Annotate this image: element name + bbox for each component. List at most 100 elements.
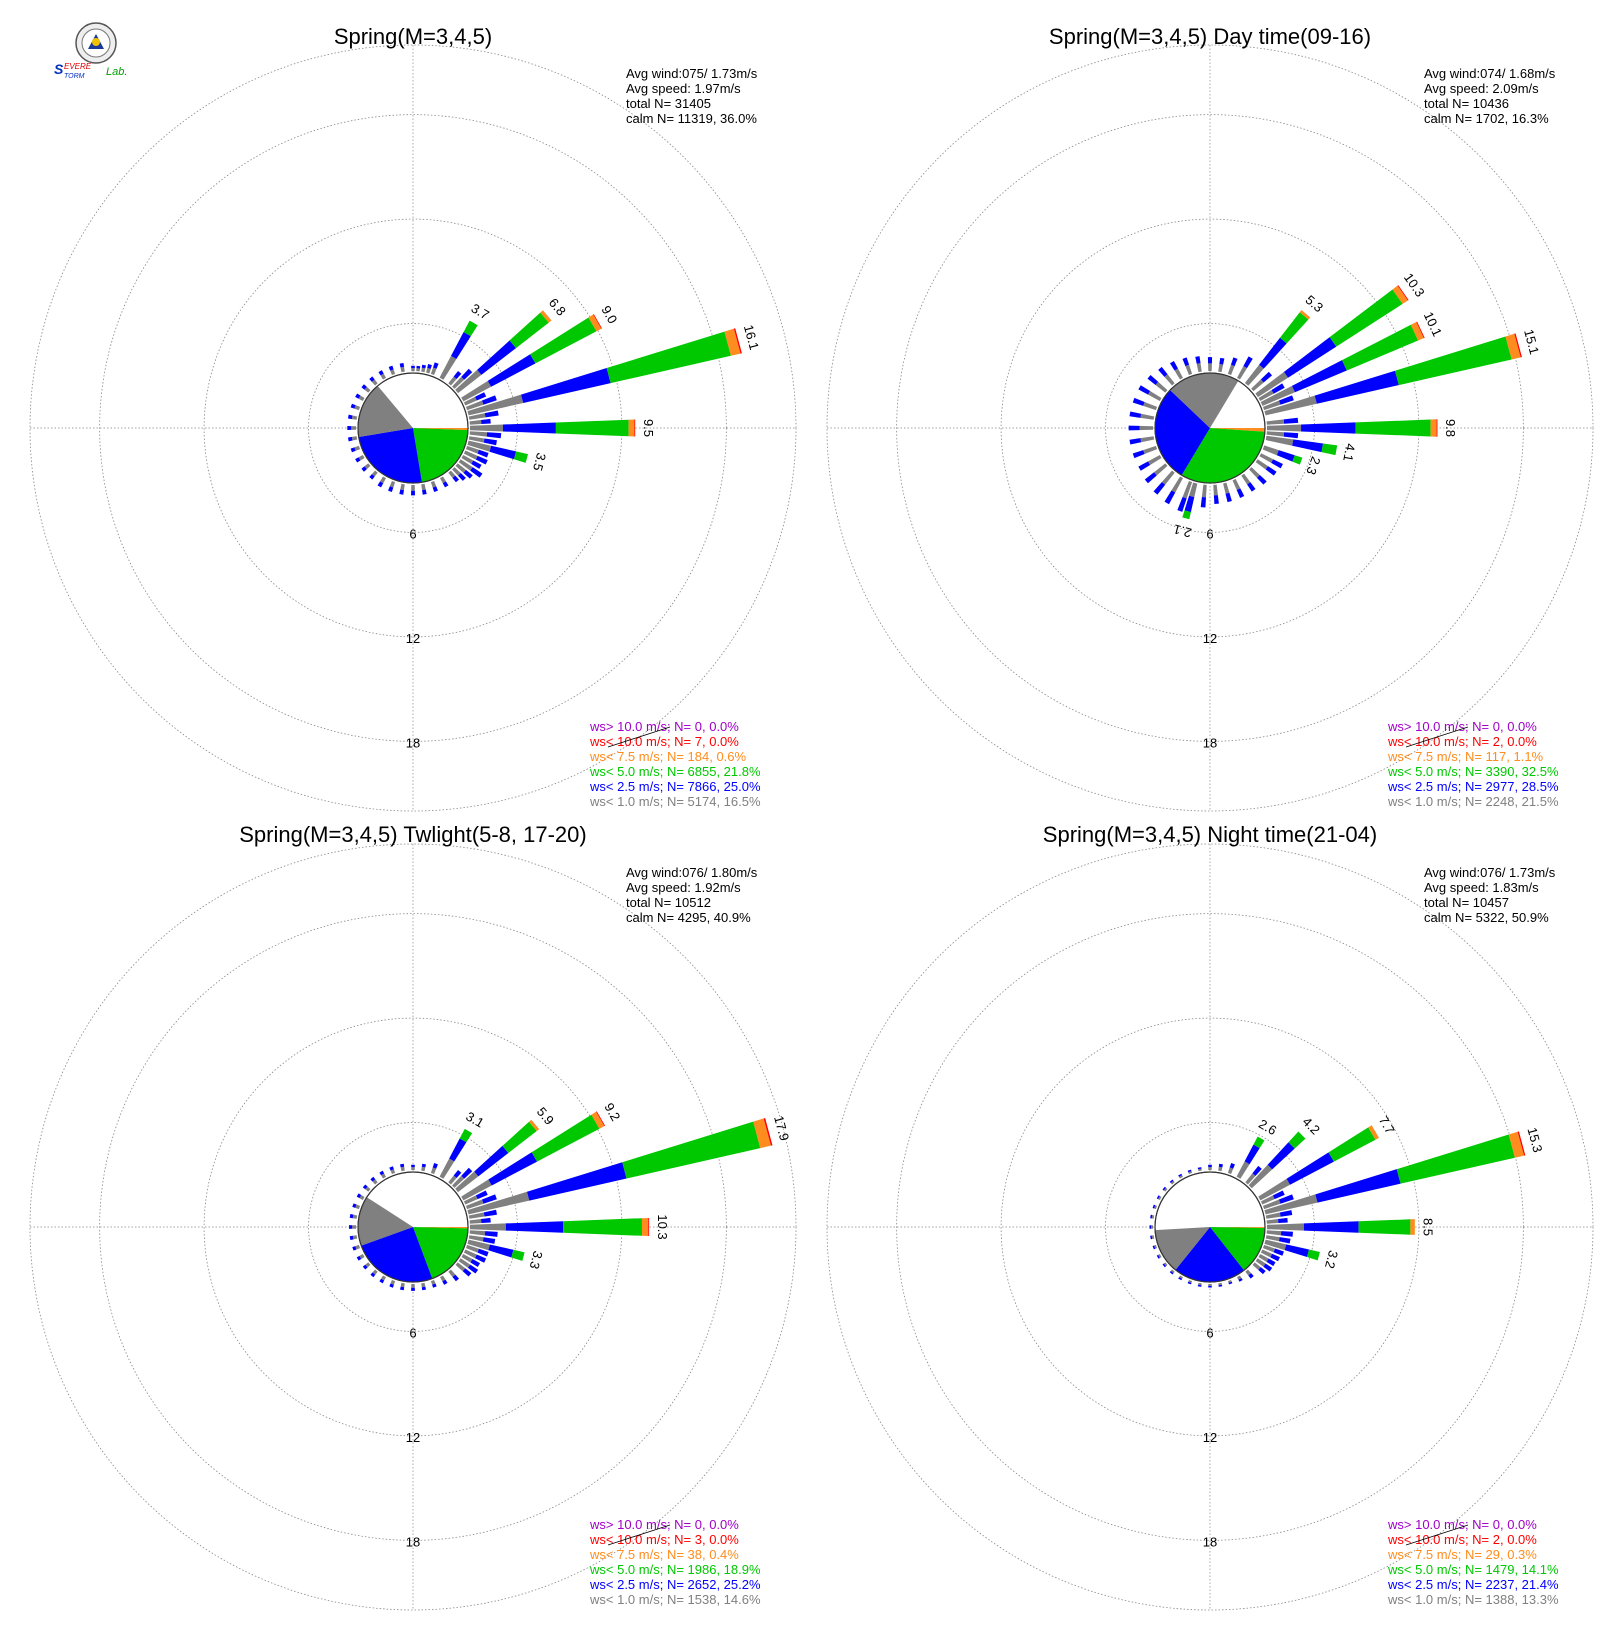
petal-segment	[354, 445, 361, 451]
petal-segment	[488, 1244, 514, 1258]
petal-segment	[1149, 1225, 1152, 1229]
petal-segment	[1266, 1258, 1276, 1267]
petal-segment	[1163, 1262, 1168, 1267]
petal-segment	[1197, 1284, 1202, 1287]
petal-segment	[1249, 467, 1260, 478]
petal-segment	[379, 1170, 385, 1176]
petal-segment	[1266, 1223, 1304, 1231]
petal-segment	[432, 486, 438, 493]
petal-label: 15.3	[1524, 1126, 1545, 1154]
petal-segment	[1170, 1180, 1175, 1185]
petal-segment	[355, 457, 361, 463]
petal-segment	[448, 1175, 457, 1185]
petal-segment	[1218, 1163, 1223, 1168]
petal-segment	[1266, 424, 1302, 432]
petal-segment	[470, 1259, 481, 1268]
petal-segment	[1182, 357, 1190, 367]
petal-segment	[1283, 337, 1337, 378]
petal-segment	[448, 376, 457, 386]
petal-segment	[351, 436, 358, 441]
petal-segment	[442, 481, 449, 488]
petal-segment	[1219, 357, 1225, 365]
petal-segment	[372, 1179, 378, 1185]
petal-segment	[355, 393, 361, 399]
petal-segment	[1279, 312, 1309, 344]
petal-segment	[400, 366, 405, 373]
petal-segment	[1208, 1167, 1212, 1171]
legend-strike	[1405, 726, 1469, 748]
petal-segment	[1266, 1230, 1282, 1236]
petal-segment	[1187, 1169, 1192, 1173]
petal-segment	[1265, 1212, 1281, 1219]
petal-segment	[352, 1225, 357, 1229]
petal-segment	[1255, 1258, 1266, 1267]
petal-segment	[509, 312, 549, 349]
petal-segment	[1430, 419, 1437, 437]
petal-segment	[1195, 356, 1201, 364]
petal-segment	[430, 1167, 437, 1175]
petal-segment	[430, 480, 437, 488]
ring-12	[1000, 218, 1420, 638]
petal-segment	[1262, 445, 1279, 456]
petal-segment	[350, 447, 356, 453]
legend-entry: ws< 5.0 m/s; N= 1479, 14.1%	[1387, 1562, 1559, 1577]
petal-segment	[733, 328, 742, 354]
petal-segment	[1258, 1178, 1291, 1201]
petal-segment	[1169, 360, 1178, 371]
petal-segment	[1236, 488, 1245, 498]
ring-label: 6	[1206, 1325, 1213, 1340]
petal-segment	[455, 463, 466, 473]
petal-segment	[1182, 480, 1193, 499]
petal-segment	[1170, 1269, 1175, 1274]
petal-segment	[388, 365, 394, 371]
petal-segment	[352, 1235, 358, 1240]
petal-segment	[468, 1212, 485, 1219]
legend-entry: ws< 1.0 m/s; N= 5174, 16.5%	[589, 794, 761, 809]
petal-segment	[439, 355, 457, 380]
legend-entry: ws< 1.0 m/s; N= 1388, 13.3%	[1387, 1592, 1559, 1607]
petal-segment	[461, 1254, 473, 1263]
petal-segment	[474, 1145, 509, 1177]
petal-segment	[465, 445, 479, 454]
petal-segment	[481, 1217, 491, 1224]
petal-segment	[588, 314, 602, 332]
petal-segment	[1288, 1131, 1306, 1149]
ring-22	[826, 44, 1594, 812]
petal-segment	[463, 469, 473, 479]
petal-segment	[481, 418, 491, 425]
petal-segment	[1171, 476, 1183, 493]
petal-segment	[469, 424, 504, 432]
petal-segment	[380, 476, 386, 484]
stats-line: total N= 31405	[626, 96, 711, 111]
petal-segment	[459, 1128, 473, 1143]
petal-segment	[1223, 482, 1230, 494]
petal-segment	[1187, 1281, 1192, 1285]
petal-segment	[440, 1275, 446, 1282]
petal-segment	[1218, 1166, 1223, 1172]
petal-segment	[469, 431, 488, 437]
legend-entry: ws< 2.5 m/s; N= 7866, 25.0%	[589, 779, 761, 794]
petal-segment	[369, 474, 375, 480]
petal-segment	[1307, 1249, 1320, 1261]
ring-label: 12	[1203, 1430, 1217, 1445]
legend-entry: ws< 5.0 m/s; N= 6855, 21.8%	[589, 764, 761, 779]
petal-segment	[1243, 356, 1253, 369]
legend-entry: ws< 2.5 m/s; N= 2237, 21.4%	[1387, 1577, 1559, 1592]
petal-segment	[591, 1111, 605, 1129]
petal-segment	[1151, 1225, 1154, 1229]
petal-segment	[502, 1121, 537, 1154]
ring-label: 6	[409, 1325, 416, 1340]
stats-line: calm N= 4295, 40.9%	[626, 910, 751, 925]
petal-segment	[1154, 1244, 1158, 1249]
logo-torm: TORM	[64, 73, 85, 80]
petal-segment	[1208, 1283, 1212, 1286]
petal-segment	[400, 1166, 405, 1172]
petal-segment	[1255, 371, 1289, 398]
petal-segment	[411, 1287, 415, 1291]
petal-segment	[389, 1166, 394, 1171]
petal-segment	[369, 376, 375, 382]
petal-segment	[753, 1118, 771, 1149]
petal-segment	[641, 1217, 649, 1237]
petal-segment	[1264, 1239, 1287, 1251]
petal-segment	[1266, 1219, 1279, 1224]
